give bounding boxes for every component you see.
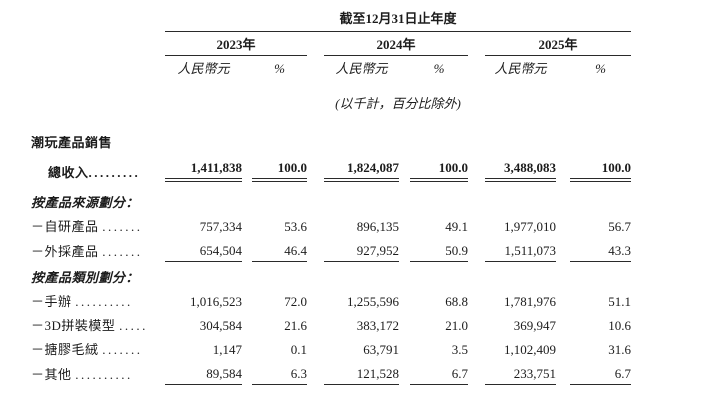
value-cell: 6.3 — [252, 367, 307, 385]
percent-column-header: % — [274, 61, 285, 76]
value-cell: 3.5 — [451, 342, 468, 357]
table-row-figures: －手辦 .......... 1,016,523 72.0 1,255,596 … — [31, 295, 631, 308]
value-cell: 100.0 — [410, 161, 468, 182]
revenue-breakdown-table: 截至12月31日止年度 2023年 2024年 2025年 人民幣元 % 人民幣… — [31, 8, 631, 385]
value-cell: 927,952 — [324, 244, 399, 262]
row-label: －3D拼裝模型 ..... — [31, 319, 165, 332]
value-cell: 1,147 — [212, 342, 242, 357]
value-cell: 369,947 — [513, 318, 556, 333]
row-label: －外採產品 ....... — [31, 245, 165, 262]
value-cell: 1,824,087 — [324, 161, 399, 182]
row-label: －其他 .......... — [31, 368, 165, 385]
dot-leader: ..... — [119, 319, 148, 332]
unit-note: (以千計，百分比除外) — [335, 96, 461, 111]
value-cell: 1,781,976 — [504, 294, 556, 309]
row-label: －手辦 .......... — [31, 295, 165, 308]
row-label-text: －搪膠毛絨 — [31, 343, 103, 356]
year-header-2025: 2025年 — [485, 38, 631, 56]
value-cell: 0.1 — [290, 342, 307, 357]
dot-leader: ....... — [102, 220, 143, 233]
value-cell: 1,016,523 — [190, 294, 242, 309]
row-label-text: －手辦 — [31, 295, 76, 308]
table-row-vinyl-plush: －搪膠毛絨 ....... 1,147 0.1 63,791 3.5 1,102… — [31, 343, 631, 356]
value-cell: 21.6 — [284, 318, 307, 333]
dot-leader: ....... — [102, 343, 143, 356]
dot-leader: .......... — [75, 295, 133, 308]
section-label: 按產品來源劃分： — [31, 196, 140, 209]
row-label-text: －自研產品 — [31, 220, 103, 233]
value-cell: 43.3 — [570, 244, 631, 262]
value-cell: 31.6 — [608, 342, 631, 357]
value-cell: 100.0 — [570, 161, 631, 182]
value-cell: 49.1 — [445, 219, 468, 234]
value-cell: 1,977,010 — [504, 219, 556, 234]
value-cell: 383,172 — [356, 318, 399, 333]
value-cell: 50.9 — [410, 244, 468, 262]
value-cell: 654,504 — [165, 244, 242, 262]
table-row-section-by-source: 按產品來源劃分： — [31, 196, 631, 209]
table-row-group-title: 潮玩產品銷售 — [31, 136, 631, 149]
currency-column-header: 人民幣元 — [177, 61, 230, 76]
table-row-externally-sourced: －外採產品 ....... 654,504 46.4 927,952 50.9 … — [31, 244, 631, 262]
value-cell: 304,584 — [199, 318, 242, 333]
value-cell: 6.7 — [570, 367, 631, 385]
value-cell: 56.7 — [608, 219, 631, 234]
row-label: 總收入......... — [31, 166, 165, 179]
value-cell: 233,751 — [485, 367, 556, 385]
value-cell: 21.0 — [445, 318, 468, 333]
value-cell: 3,488,083 — [485, 161, 556, 182]
value-cell: 10.6 — [608, 318, 631, 333]
value-cell: 1,511,073 — [485, 244, 556, 262]
dot-leader: ....... — [102, 245, 143, 259]
percent-column-header: % — [433, 61, 445, 76]
currency-column-header: 人民幣元 — [494, 61, 547, 76]
row-label: 潮玩產品銷售 — [31, 136, 113, 149]
value-cell: 1,255,596 — [347, 294, 399, 309]
value-cell: 46.4 — [252, 244, 307, 262]
table-row-section-by-category: 按產品類別劃分： — [31, 271, 631, 284]
section-label: 按產品類別劃分： — [31, 271, 140, 284]
value-cell: 757,334 — [199, 219, 242, 234]
row-label-text: －其他 — [31, 368, 76, 382]
period-header-row: 截至12月31日止年度 — [31, 8, 631, 32]
table-row-self-developed: －自研產品 ....... 757,334 53.6 896,135 49.1 … — [31, 220, 631, 233]
table-row-3d-models: －3D拼裝模型 ..... 304,584 21.6 383,172 21.0 … — [31, 319, 631, 332]
value-cell: 89,584 — [165, 367, 242, 385]
column-header-row: 人民幣元 % 人民幣元 % 人民幣元 % — [31, 62, 631, 75]
value-cell: 121,528 — [324, 367, 399, 385]
value-cell: 1,411,838 — [165, 161, 242, 182]
value-cell: 51.1 — [608, 294, 631, 309]
year-header-row: 2023年 2024年 2025年 — [31, 38, 631, 56]
table-row-others: －其他 .......... 89,584 6.3 121,528 6.7 23… — [31, 367, 631, 385]
period-title: 截至12月31日止年度 — [165, 12, 631, 32]
value-cell: 1,102,409 — [504, 342, 556, 357]
value-cell: 63,791 — [363, 342, 399, 357]
value-cell: 100.0 — [252, 161, 307, 182]
currency-column-header: 人民幣元 — [335, 61, 388, 76]
year-header-2023: 2023年 — [165, 38, 307, 56]
value-cell: 68.8 — [445, 294, 468, 309]
value-cell: 6.7 — [410, 367, 468, 385]
percent-column-header: % — [595, 61, 606, 76]
value-cell: 53.6 — [284, 219, 307, 234]
year-header-2024: 2024年 — [324, 38, 468, 56]
row-label: －自研產品 ....... — [31, 220, 165, 233]
value-cell: 72.0 — [284, 294, 307, 309]
dot-leader: .......... — [75, 368, 133, 382]
row-label-text: －外採產品 — [31, 245, 103, 259]
row-label-text: －3D拼裝模型 — [31, 319, 120, 332]
row-label: －搪膠毛絨 ....... — [31, 343, 165, 356]
row-label-text: 總收入 — [48, 166, 89, 179]
value-cell: 896,135 — [356, 219, 399, 234]
unit-note-row: (以千計，百分比除外) — [31, 97, 631, 110]
table-row-total-revenue: 總收入......... 1,411,838 100.0 1,824,087 1… — [31, 161, 631, 182]
dot-leader: ......... — [88, 166, 141, 179]
